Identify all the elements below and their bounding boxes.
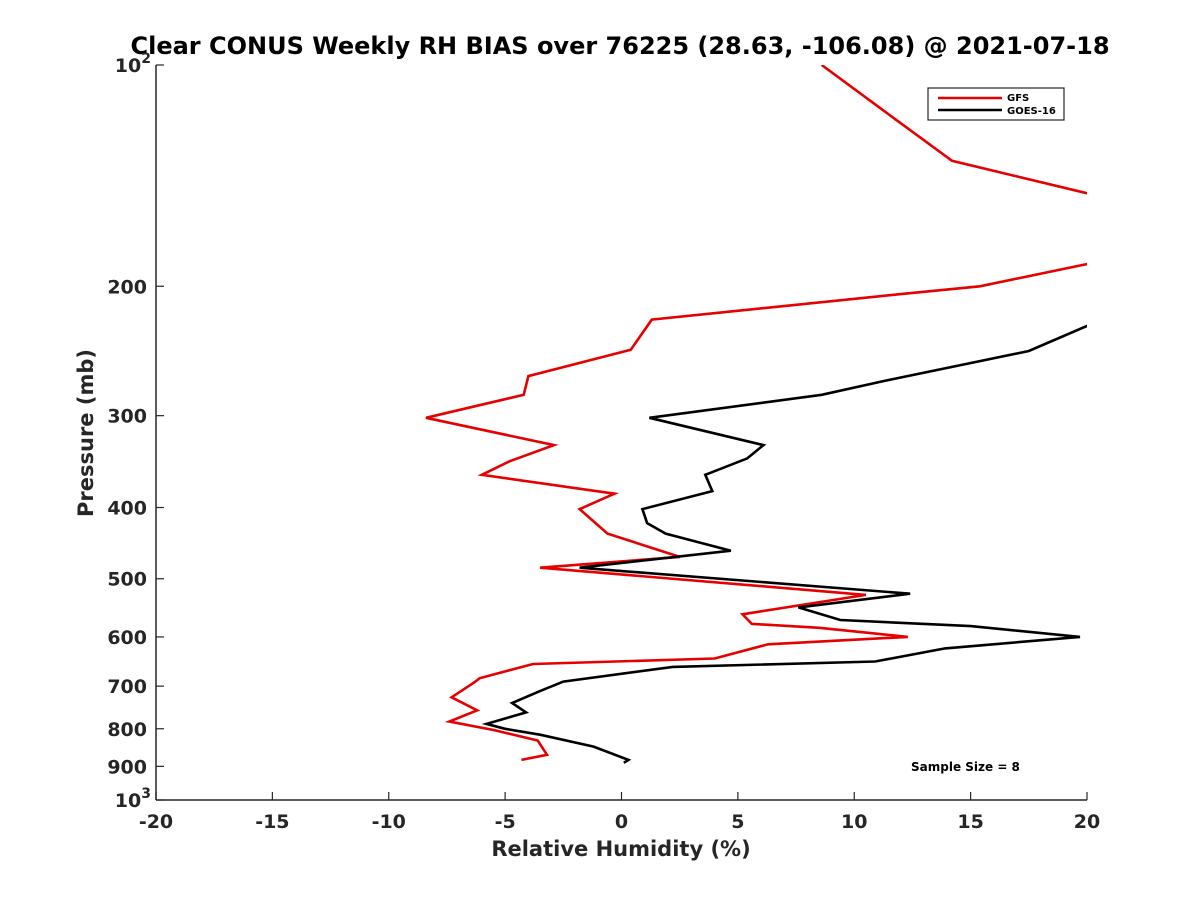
x-tick-label: 15 xyxy=(957,811,983,833)
legend-label-gfs: GFS xyxy=(1007,93,1029,104)
chart-title: Clear CONUS Weekly RH BIAS over 76225 (2… xyxy=(130,32,1109,60)
x-tick-label: 0 xyxy=(615,811,628,833)
series-line-goes16 xyxy=(481,324,1087,764)
x-tick-label: 20 xyxy=(1074,811,1100,833)
x-axis-label: Relative Humidity (%) xyxy=(491,837,750,861)
series-line-gfs xyxy=(425,65,1087,762)
y-tick-label: 600 xyxy=(107,627,147,649)
y-tick-label: 500 xyxy=(107,569,147,591)
x-tick-label: 5 xyxy=(731,811,744,833)
sample-size-annotation: Sample Size = 8 xyxy=(911,760,1020,774)
x-tick-label: -15 xyxy=(255,811,289,833)
x-tick-label: 10 xyxy=(841,811,867,833)
y-axis-label: Pressure (mb) xyxy=(74,349,98,517)
y-tick-label: 300 xyxy=(107,406,147,428)
y-tick-label: 900 xyxy=(107,756,147,778)
x-tick-label: -20 xyxy=(139,811,173,833)
x-ticks: -20 -15 -10 -5 0 5 10 15 20 xyxy=(139,792,1100,833)
y-tick-label: 103 xyxy=(115,786,151,812)
y-tick-label: 700 xyxy=(107,676,147,698)
legend-label-goes16: GOES-16 xyxy=(1007,106,1056,117)
y-tick-label: 400 xyxy=(107,498,147,520)
y-tick-label: 200 xyxy=(107,276,147,298)
y-tick-label: 800 xyxy=(107,719,147,741)
y-ticks: 102 200 300 400 500 600 700 800 900 103 xyxy=(107,51,164,812)
series-layer xyxy=(425,65,1087,764)
x-tick-label: -5 xyxy=(495,811,516,833)
x-tick-label: -10 xyxy=(372,811,406,833)
y-tick-label: 102 xyxy=(115,51,151,77)
legend-box xyxy=(927,87,1065,121)
legend: GFS GOES-16 xyxy=(927,87,1065,121)
